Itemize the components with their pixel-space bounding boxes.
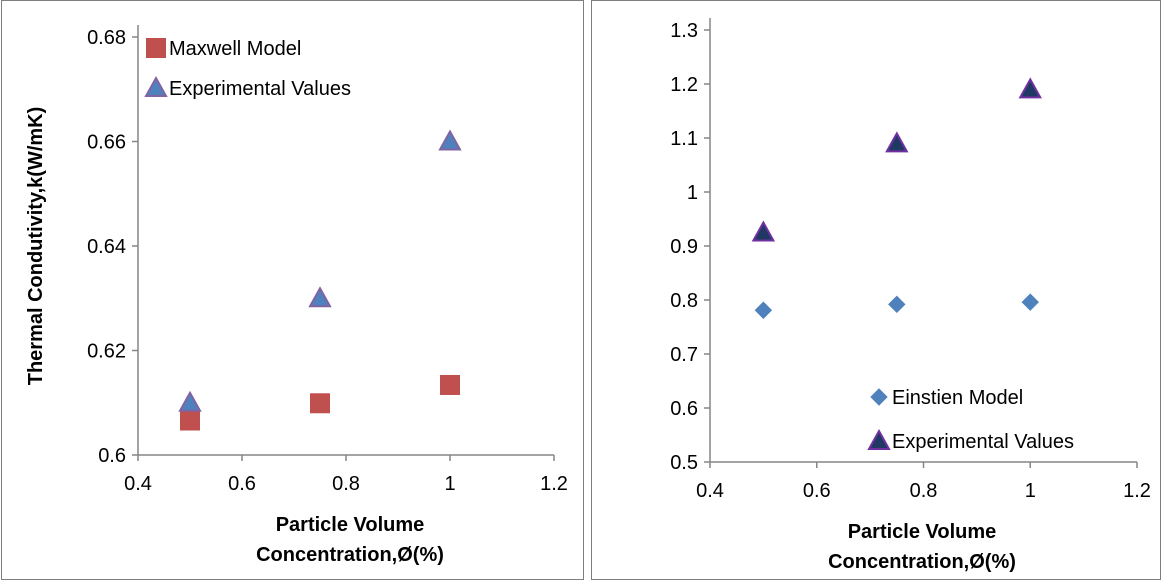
- data-point-triangle: [885, 131, 909, 153]
- y-tick-label: 1.3: [670, 20, 698, 42]
- data-point-triangle: [308, 286, 332, 308]
- data-point-triangle: [438, 129, 462, 151]
- legend-marker-triangle: [867, 428, 891, 450]
- legend-label: Experimental Values: [892, 431, 1074, 453]
- y-tick-label: 0.8: [670, 290, 698, 312]
- x-tick-label: 1: [1025, 480, 1036, 502]
- legend-label: Einstien Model: [892, 387, 1023, 409]
- data-point-square: [310, 393, 330, 414]
- x-axis-title: Concentration,Ø(%): [256, 544, 444, 566]
- y-tick-label: 0.6: [670, 398, 698, 420]
- legend: Maxwell Model Experimental Values: [144, 38, 351, 100]
- x-axis-title: Particle Volume: [276, 514, 425, 536]
- x-tick-label: 1.2: [1123, 480, 1151, 502]
- data-point-diamond: [888, 295, 906, 314]
- data-point-square: [180, 410, 200, 431]
- chart-right-svg: 0.5 0.6 0.7 0.8 0.9 1 1.1 1.2 1.3 0.4 0.6 0.8 1 1.2 Pa…: [670, 18, 1151, 573]
- data-point-triangle: [751, 220, 776, 242]
- legend-label: Experimental Values: [169, 78, 351, 100]
- x-tick-label: 0.8: [332, 473, 360, 495]
- data-point-diamond: [754, 301, 773, 319]
- x-tick-label: 0.8: [910, 480, 938, 502]
- data-point-square: [440, 374, 460, 395]
- data-point-diamond: [1021, 293, 1039, 311]
- y-tick-label: 0.6: [98, 445, 126, 467]
- y-tick-label: 0.7: [670, 344, 698, 366]
- x-axis-title: Particle Volume: [848, 521, 997, 543]
- chart-panel-left: 0.6 0.62 0.64 0.66 0.68 0.4 0.6 0.8 1 1.2 Particle…: [1, 0, 584, 580]
- y-axis-title: Thermal Condutivity,k(W/mK): [25, 107, 47, 386]
- legend-label: Maxwell Model: [169, 38, 301, 60]
- x-tick-label: 0.4: [124, 473, 152, 495]
- x-tick-label: 1: [444, 473, 455, 495]
- legend: Einstien Model Experimental Values: [867, 387, 1074, 453]
- legend-marker-diamond: [870, 388, 888, 406]
- x-axis-title: Concentration,Ø(%): [828, 551, 1016, 573]
- x-tick-label: 0.4: [696, 480, 724, 502]
- x-tick-label: 1.2: [540, 473, 568, 495]
- y-tick-label: 0.5: [670, 452, 698, 474]
- y-tick-label: 0.62: [87, 341, 126, 363]
- x-tick-label: 0.6: [803, 480, 831, 502]
- data-point-triangle: [178, 390, 202, 412]
- y-tick-label: 0.68: [87, 27, 126, 49]
- chart-left-svg: 0.6 0.62 0.64 0.66 0.68 0.4 0.6 0.8 1 1.2 Particle…: [25, 25, 568, 566]
- y-tick-label: 1.1: [670, 128, 698, 150]
- y-tick-label: 0.64: [87, 236, 126, 258]
- y-tick-label: 1.2: [670, 74, 698, 96]
- legend-marker-square: [146, 38, 166, 58]
- y-tick-label: 0.9: [670, 236, 698, 258]
- x-tick-label: 0.6: [228, 473, 256, 495]
- y-tick-label: 0.66: [87, 132, 126, 154]
- data-point-triangle: [1018, 77, 1042, 99]
- legend-marker-triangle: [144, 75, 168, 97]
- y-tick-label: 1: [687, 182, 698, 204]
- chart-panel-right: 0.5 0.6 0.7 0.8 0.9 1 1.1 1.2 1.3 0.4 0.6 0.8 1 1.2 Pa…: [591, 0, 1161, 580]
